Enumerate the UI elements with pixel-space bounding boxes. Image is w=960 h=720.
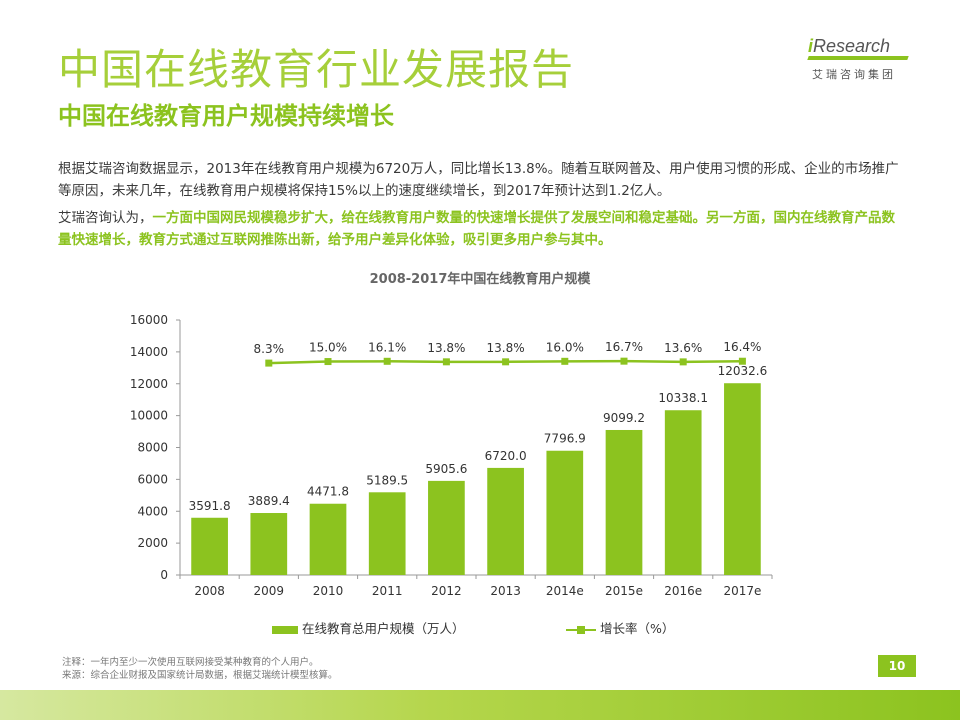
bar-2008 [191,517,228,575]
bar-2015e [605,429,643,575]
x-tick-label: 2010 [313,584,344,598]
bar-2014e [546,450,584,575]
page-subtitle: 中国在线教育用户规模持续增长 [58,102,394,130]
bar-value-label: 12032.6 [718,364,768,378]
growth-rate-label: 13.6% [664,341,702,355]
x-tick-label: 2014e [546,584,584,598]
bar-value-label: 10338.1 [658,391,708,405]
bar-value-label: 4471.8 [307,485,349,499]
x-tick-label: 2012 [431,584,462,598]
bar-value-label: 9099.2 [603,411,645,425]
x-tick-label: 2017e [723,584,761,598]
growth-rate-point [502,358,510,366]
bar-value-label: 5905.6 [425,462,467,476]
bar-2012 [428,480,465,575]
growth-rate-point [561,357,569,365]
growth-rate-point [738,357,746,365]
growth-rate-label: 13.8% [487,341,525,355]
bar-value-label: 5189.5 [366,473,408,487]
legend-bar-swatch [272,625,298,634]
analysis-paragraph: 艾瑞咨询认为，一方面中国网民规模稳步扩大，给在线教育用户数量的快速增长提供了发展… [58,207,908,251]
growth-rate-label: 16.4% [723,340,761,354]
x-tick-label: 2011 [372,584,403,598]
bar-2010 [309,503,347,575]
growth-rate-label: 16.7% [605,340,643,354]
growth-rate-point [324,358,332,366]
bar-2016e [664,410,702,575]
growth-rate-label: 13.8% [427,341,465,355]
bar-2013 [487,467,524,575]
footnote-source: 来源：综合企业财报及国家统计局数据，根据艾瑞统计模型核算。 [62,670,338,681]
legend-bar: 在线教育总用户规模（万人） [272,618,465,637]
logo-research: Research [813,36,891,56]
growth-rate-point [679,358,687,366]
bar-2017e [724,383,761,575]
growth-rate-label: 15.0% [309,341,347,355]
logo-tagline: 艾瑞咨询集团 [812,68,896,81]
y-tick-label: 0 [160,568,168,582]
y-tick-label: 16000 [130,313,168,327]
y-tick-label: 2000 [137,536,168,550]
y-tick-label: 6000 [137,472,168,486]
x-tick-label: 2009 [254,584,285,598]
y-tick-label: 14000 [130,345,168,359]
legend-line: 增长率（%） [566,618,674,637]
growth-rate-point [442,358,450,366]
legend-bar-label: 在线教育总用户规模（万人） [302,621,465,636]
x-tick-label: 2013 [490,584,521,598]
logo-wordmark: iResearch [808,36,900,60]
bar-value-label: 6720.0 [485,449,527,463]
chart-title: 2008-2017年中国在线教育用户规模 [369,272,591,287]
iresearch-logo: iResearch 艾瑞咨询集团 [807,36,912,86]
footnote-note: 注释：一年内至少一次使用互联网接受某种教育的个人用户。 [62,657,319,668]
intro-paragraph: 根据艾瑞咨询数据显示，2013年在线教育用户规模为6720万人，同比增长13.8… [58,161,899,199]
legend-line-swatch [566,625,596,635]
y-tick-label: 4000 [137,504,168,518]
x-tick-label: 2015e [605,584,643,598]
growth-rate-point [383,357,391,365]
logo-i: i [808,36,814,56]
x-tick-label: 2016e [664,584,702,598]
page-title: 中国在线教育行业发展报告 [58,45,575,94]
bar-2011 [368,492,406,575]
x-tick-label: 2008 [194,584,225,598]
analysis-prefix: 艾瑞咨询认为， [58,210,153,226]
legend-line-label: 增长率（%） [600,621,675,636]
bar-2009 [250,513,288,575]
growth-rate-label: 16.1% [368,340,406,354]
growth-rate-label: 16.0% [546,340,584,354]
growth-rate-point [620,357,628,365]
growth-rate-label: 8.3% [254,342,285,356]
y-tick-label: 12000 [130,377,168,391]
bottom-band [0,690,960,720]
analysis-highlight: 一方面中国网民规模稳步扩大，给在线教育用户数量的快速增长提供了发展空间和稳定基础… [58,210,895,248]
bar-value-label: 3591.8 [189,499,231,513]
growth-rate-point [265,359,273,367]
page-number: 10 [878,655,916,677]
y-tick-label: 8000 [137,441,168,455]
y-tick-label: 10000 [130,409,168,423]
bar-value-label: 3889.4 [248,494,290,508]
bar-value-label: 7796.9 [544,432,586,446]
